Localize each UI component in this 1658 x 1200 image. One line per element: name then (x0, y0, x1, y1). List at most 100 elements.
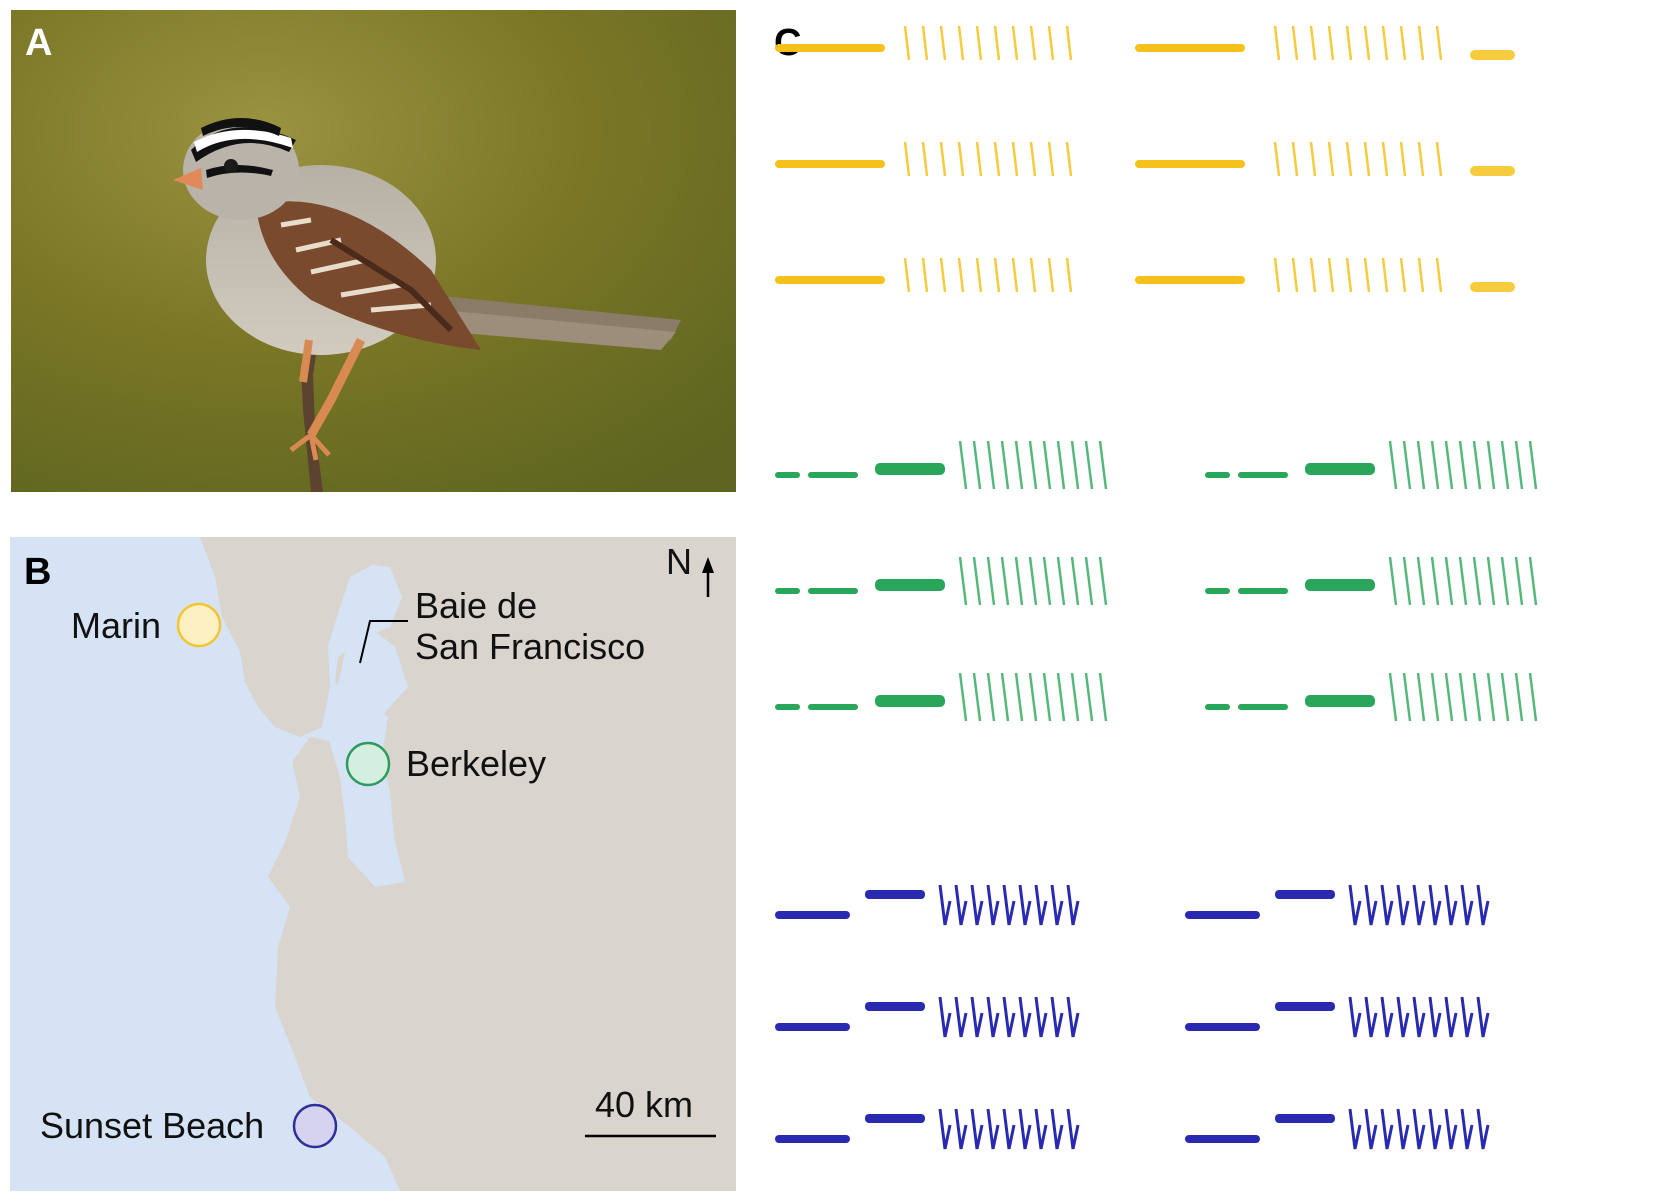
marin-song-2-note-1 (903, 141, 911, 177)
berkeley-song-1-note-9 (1070, 440, 1080, 490)
sunset-beach-song-6-note-3 (1380, 1108, 1394, 1150)
sunset-beach-song-4-note-1 (1348, 884, 1362, 926)
marin-song-3-note-10 (1065, 257, 1073, 293)
sunset-beach-song-1-note-1 (938, 884, 952, 926)
berkeley-song-5-note-4 (1430, 556, 1440, 606)
panel-b-letter: B (24, 551, 52, 593)
marin-song-3-note-4 (957, 257, 965, 293)
marin-song-6-note-4 (1327, 257, 1335, 293)
sunset-beach-song-6-note-2 (1364, 1108, 1378, 1150)
marin-song-5-note-9 (1417, 141, 1425, 177)
berkeley-song-3-note-5 (1014, 672, 1024, 722)
sunset-beach-song-3-note-1 (938, 1108, 952, 1150)
berkeley-song-5-note-6 (1458, 556, 1468, 606)
sunset-beach-song-3-note-9 (1066, 1108, 1080, 1150)
berkeley-song-2-note-8 (1056, 556, 1066, 606)
marin-song-5-note-1 (1273, 141, 1281, 177)
sunset-beach-song-6-note-6 (1428, 1108, 1442, 1150)
sunset-beach-song-2-note-5 (1002, 996, 1016, 1038)
marin-song-3-note-1 (903, 257, 911, 293)
marin-song-3-note-8 (1029, 257, 1037, 293)
berkeley-song-3-intro-2 (808, 704, 858, 710)
sunset-beach-song-3-note-5 (1002, 1108, 1016, 1150)
sunset-beach-song-4-whistle (1185, 911, 1260, 919)
berkeley-song-2-intro-2 (808, 588, 858, 594)
marin-song-6-note-5 (1345, 257, 1353, 293)
photo-panel: A (11, 10, 736, 492)
marin-song-1-note-6 (993, 25, 1001, 61)
marin-song-6-note-6 (1363, 257, 1371, 293)
sunset-beach-song-3-note-2 (954, 1108, 968, 1150)
sunset-beach-song-1-note-4 (986, 884, 1000, 926)
marin-song-1-note-3 (939, 25, 947, 61)
sunset-beach-song-3-note-7 (1034, 1108, 1048, 1150)
sunset-beach-song-4-note-6 (1428, 884, 1442, 926)
berkeley-song-5-note-11 (1528, 556, 1538, 606)
berkeley-song-5-note-9 (1500, 556, 1510, 606)
berkeley-song-2-intro-1 (775, 588, 800, 594)
marin-song-3-note-6 (993, 257, 1001, 293)
berkeley-song-4-note-2 (1402, 440, 1412, 490)
marin-song-2 (775, 141, 1073, 177)
land-mass (200, 537, 736, 1191)
berkeley-song-3-note-1 (958, 672, 968, 722)
sunset-beach-song-5-note-8 (1460, 996, 1474, 1038)
marin-song-6-note-10 (1435, 257, 1443, 293)
berkeley-song-1-note-10 (1084, 440, 1094, 490)
berkeley-song-5-note-10 (1514, 556, 1524, 606)
sf-peninsula (282, 762, 345, 927)
berkeley-song-4-note-1 (1388, 440, 1398, 490)
marin-song-2-note-7 (1011, 141, 1019, 177)
sunset-beach-song-5-note-4 (1396, 996, 1410, 1038)
berkeley-song-2 (775, 556, 1108, 606)
sunset-beach-song-3-note-6 (1018, 1108, 1032, 1150)
berkeley-song-1-whistle (875, 463, 945, 475)
sunset-beach-song-6-note-9 (1476, 1108, 1490, 1150)
berkeley-song-5-note-5 (1444, 556, 1454, 606)
berkeley-song-6-intro-2 (1238, 704, 1288, 710)
marin-song-3-note-9 (1047, 257, 1055, 293)
sunset-beach-song-2-note-9 (1066, 996, 1080, 1038)
marin-song-5-note-7 (1381, 141, 1389, 177)
berkeley-song-2-note-3 (986, 556, 996, 606)
sunset-beach-song-6-whistle (1185, 1135, 1260, 1143)
marin-song-3-note-7 (1011, 257, 1019, 293)
marin-song-3 (775, 257, 1073, 293)
sunset-beach-song-2-note-6 (1018, 996, 1032, 1038)
marin-song-4-note-3 (1309, 25, 1317, 61)
berkeley-marker (345, 741, 391, 787)
sunset-beach-song-1-note-6 (1018, 884, 1032, 926)
sunset-beach-song-5-note-2 (1364, 996, 1378, 1038)
sunset-beach-song-5-note-1 (1348, 996, 1362, 1038)
sunset-beach-song-4-note-8 (1460, 884, 1474, 926)
sunset-beach-song-1-whistle (775, 911, 850, 919)
marin-song-1-note-5 (975, 25, 983, 61)
sunset-beach-song-4-note-7 (1444, 884, 1458, 926)
berkeley-song-2-note-6 (1028, 556, 1038, 606)
sunset-beach-song-2-note-7 (1034, 996, 1048, 1038)
marin-song-5 (1135, 141, 1515, 177)
sunset-beach-song-6-note-7 (1444, 1108, 1458, 1150)
sunset-beach-song-2-upper-whistle (865, 1002, 925, 1011)
marin-song-4 (1135, 25, 1515, 61)
marin-song-4-note-7 (1381, 25, 1389, 61)
sunset-beach-song-6-note-4 (1396, 1108, 1410, 1150)
berkeley-song-4-note-6 (1458, 440, 1468, 490)
marin-song-1-note-9 (1047, 25, 1055, 61)
berkeley-song-6-note-11 (1528, 672, 1538, 722)
berkeley-song-2-note-11 (1098, 556, 1108, 606)
marin-song-5-note-5 (1345, 141, 1353, 177)
marin-song-1-note-2 (921, 25, 929, 61)
bay-label: Baie de San Francisco (415, 585, 645, 668)
marin-song-4-note-5 (1345, 25, 1353, 61)
berkeley-song-1-note-3 (986, 440, 996, 490)
sunset-beach-song-3-note-4 (986, 1108, 1000, 1150)
sunset-beach-song-4-note-4 (1396, 884, 1410, 926)
berkeley-song-1-note-7 (1042, 440, 1052, 490)
berkeley-song-1-intro-1 (775, 472, 800, 478)
marin-song-3-whistle (775, 276, 885, 284)
berkeley-song-2-note-2 (972, 556, 982, 606)
marin-song-5-note-10 (1435, 141, 1443, 177)
berkeley-song-3-note-8 (1056, 672, 1066, 722)
sunset-beach-song-1-note-7 (1034, 884, 1048, 926)
